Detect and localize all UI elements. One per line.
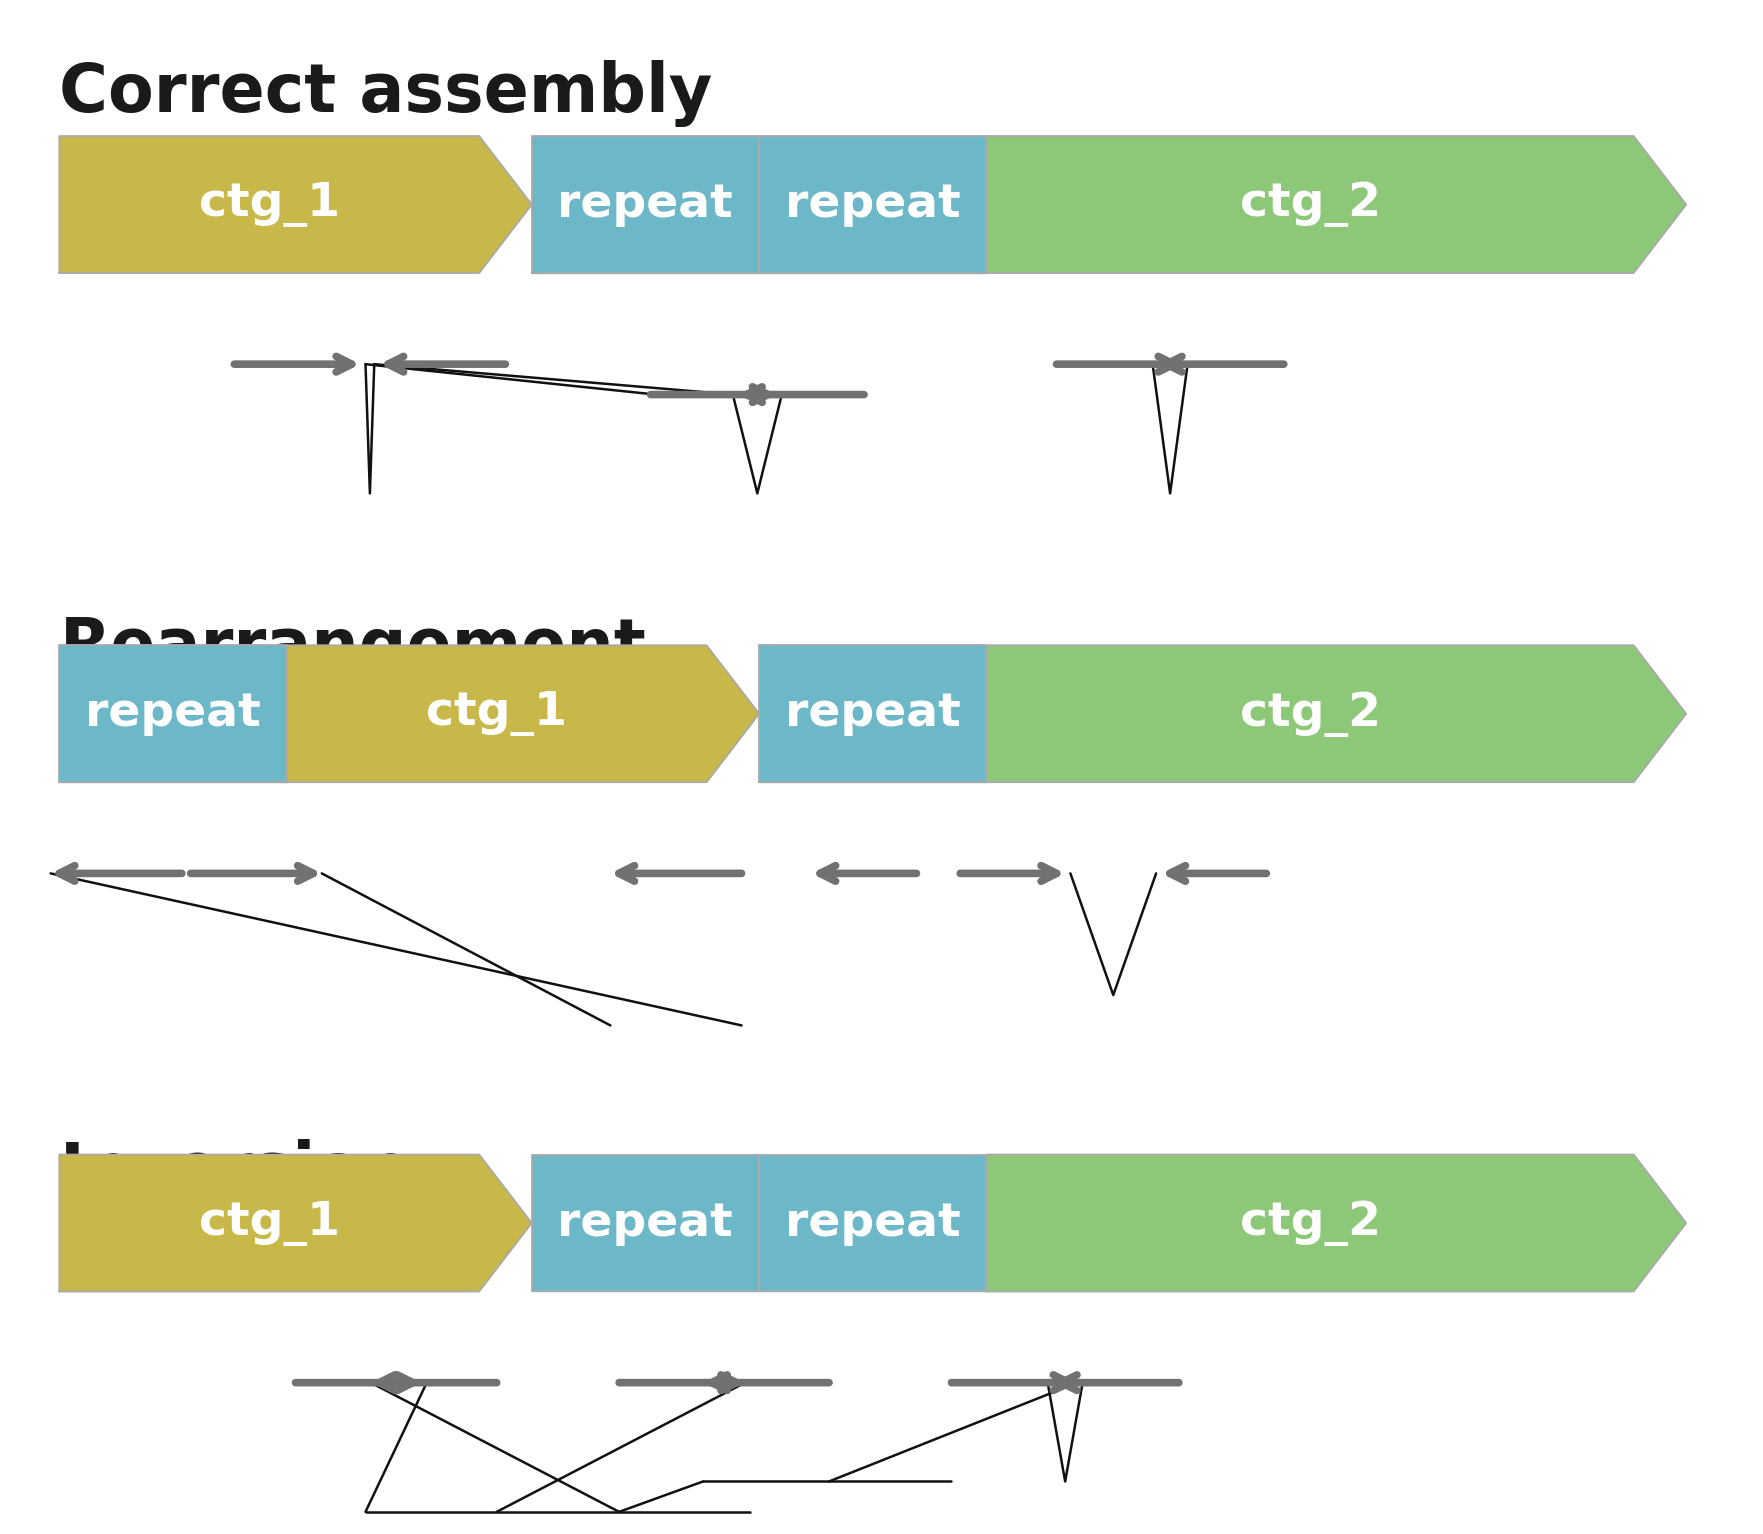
Text: Rearrangement: Rearrangement bbox=[60, 615, 647, 681]
Text: repeat: repeat bbox=[785, 183, 961, 227]
Polygon shape bbox=[987, 137, 1685, 273]
Polygon shape bbox=[60, 646, 287, 782]
Polygon shape bbox=[760, 1155, 987, 1292]
Polygon shape bbox=[987, 1155, 1685, 1292]
Text: ctg_1: ctg_1 bbox=[199, 183, 340, 227]
Polygon shape bbox=[760, 646, 987, 782]
Polygon shape bbox=[60, 137, 532, 273]
Polygon shape bbox=[760, 137, 987, 273]
Text: repeat: repeat bbox=[785, 692, 961, 736]
Polygon shape bbox=[987, 646, 1685, 782]
Text: repeat: repeat bbox=[557, 183, 733, 227]
Text: repeat: repeat bbox=[785, 1201, 961, 1246]
Text: repeat: repeat bbox=[85, 692, 261, 736]
Text: ctg_2: ctg_2 bbox=[1239, 690, 1380, 736]
Polygon shape bbox=[287, 646, 760, 782]
Text: Correct assembly: Correct assembly bbox=[60, 60, 712, 127]
Text: repeat: repeat bbox=[557, 1201, 733, 1246]
Text: Inversion: Inversion bbox=[60, 1140, 409, 1206]
Text: ctg_1: ctg_1 bbox=[427, 692, 568, 736]
Text: ctg_2: ctg_2 bbox=[1239, 1200, 1380, 1246]
Text: ctg_2: ctg_2 bbox=[1239, 183, 1380, 227]
Polygon shape bbox=[60, 1155, 532, 1292]
Polygon shape bbox=[532, 137, 760, 273]
Polygon shape bbox=[532, 1155, 760, 1292]
Text: ctg_1: ctg_1 bbox=[199, 1201, 340, 1246]
